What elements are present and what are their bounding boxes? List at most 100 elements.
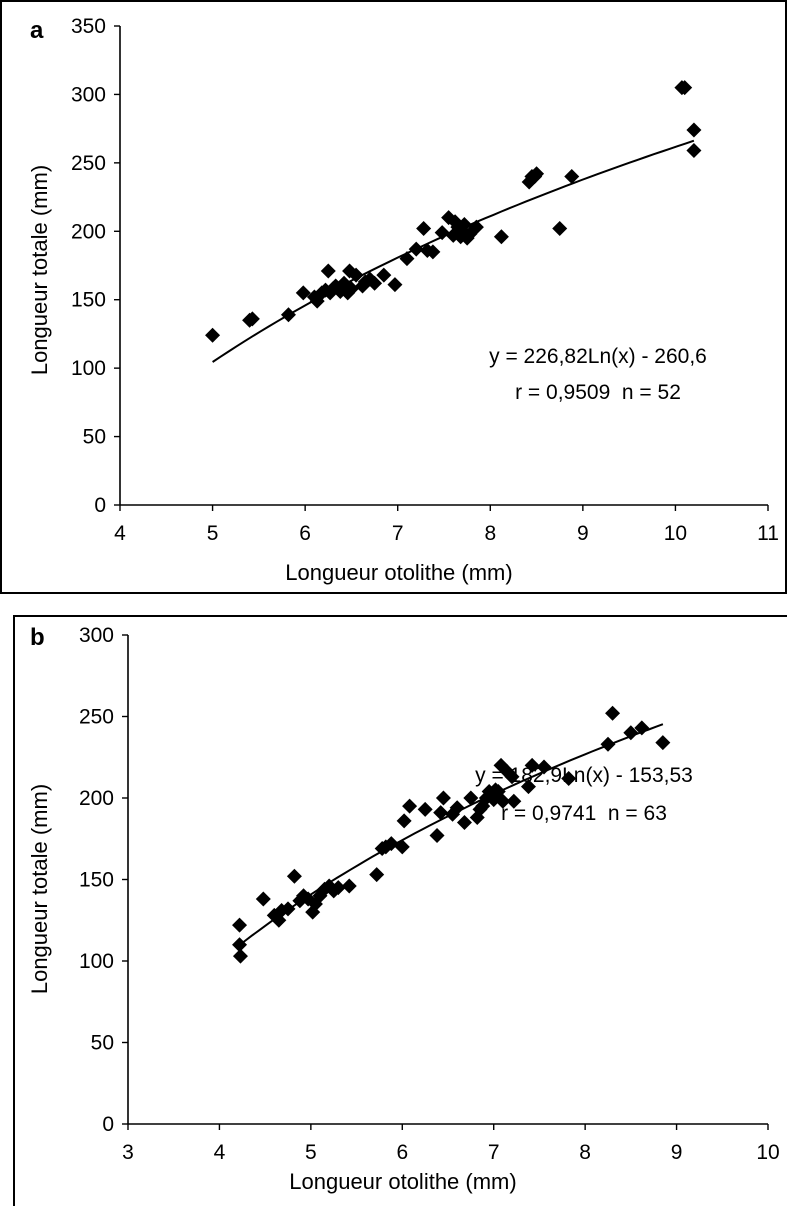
- y-tick-label: 0: [94, 494, 106, 517]
- data-point: [402, 798, 418, 814]
- x-tick-label: 7: [392, 522, 404, 545]
- data-point: [394, 839, 410, 855]
- data-point: [623, 725, 639, 741]
- y-tick-label: 50: [91, 1032, 114, 1055]
- trend-line: [212, 139, 695, 363]
- data-point: [286, 868, 302, 884]
- data-point: [686, 122, 702, 138]
- x-axis-title: Longueur otolithe (mm): [289, 1169, 516, 1194]
- x-tick-label: 10: [664, 522, 687, 545]
- x-tick-label: 5: [207, 522, 219, 545]
- data-point: [232, 917, 248, 933]
- x-tick-label: 9: [577, 522, 589, 545]
- y-tick-label: 0: [102, 1113, 114, 1136]
- data-point: [429, 827, 445, 843]
- data-point: [399, 251, 415, 267]
- data-point: [408, 241, 424, 257]
- data-point: [504, 769, 520, 785]
- x-tick-label: 11: [757, 522, 779, 545]
- x-tick-label: 9: [671, 1141, 683, 1164]
- y-tick-label: 300: [71, 83, 106, 106]
- x-tick-label: 6: [299, 522, 311, 545]
- data-point: [564, 169, 580, 185]
- data-point: [396, 813, 412, 829]
- x-tick-label: 8: [579, 1141, 591, 1164]
- data-point: [520, 779, 536, 795]
- data-point: [387, 277, 403, 293]
- data-point: [244, 311, 260, 327]
- data-point: [255, 891, 271, 907]
- data-point: [295, 285, 311, 301]
- data-point: [232, 948, 248, 964]
- y-tick-label: 150: [71, 289, 106, 312]
- x-tick-label: 3: [122, 1141, 134, 1164]
- data-point: [561, 770, 577, 786]
- data-point: [493, 229, 509, 245]
- y-tick-label: 200: [79, 787, 114, 810]
- y-tick-label: 100: [79, 950, 114, 973]
- x-tick-label: 8: [484, 522, 496, 545]
- y-tick-label: 50: [83, 426, 106, 449]
- data-point: [655, 735, 671, 751]
- data-point: [468, 219, 484, 235]
- regression-equation: y = 226,82Ln(x) - 260,6: [489, 345, 707, 368]
- data-point: [348, 267, 364, 283]
- panel-label: b: [30, 624, 45, 651]
- data-point: [416, 221, 432, 237]
- trend-line: [237, 723, 664, 948]
- data-point: [456, 216, 472, 232]
- data-point: [367, 275, 383, 291]
- data-point: [434, 225, 450, 241]
- data-point: [506, 793, 522, 809]
- x-tick-label: 7: [488, 1141, 500, 1164]
- data-point: [686, 143, 702, 159]
- data-point: [524, 757, 540, 773]
- data-point: [435, 790, 451, 806]
- x-tick-label: 6: [396, 1141, 408, 1164]
- panel-frame: [0, 0, 787, 594]
- y-tick-label: 350: [71, 15, 106, 38]
- y-tick-label: 150: [79, 869, 114, 892]
- x-tick-label: 10: [756, 1141, 779, 1164]
- data-point: [463, 790, 479, 806]
- data-point: [232, 937, 248, 953]
- data-point: [677, 80, 693, 96]
- data-point: [280, 901, 296, 917]
- data-point: [456, 814, 472, 830]
- regression-stats: r = 0,9509 n = 52: [515, 381, 681, 404]
- data-point: [536, 759, 552, 775]
- data-point: [205, 327, 221, 343]
- panel-label: a: [30, 17, 44, 44]
- data-point: [634, 720, 650, 736]
- y-tick-label: 250: [71, 152, 106, 175]
- data-point: [605, 705, 621, 721]
- panel-frame: [13, 615, 787, 1206]
- y-tick-label: 100: [71, 357, 106, 380]
- chart-panel-a: 0 50 100 150 200 250 300 350 4 5 6 7 8 9 10 11 a y = 226,…: [0, 0, 787, 594]
- data-point: [417, 801, 433, 817]
- data-point: [433, 805, 449, 821]
- y-axis-title: Longueur totale (mm): [27, 784, 52, 994]
- data-point: [449, 800, 465, 816]
- data-point: [280, 307, 296, 323]
- x-tick-label: 4: [114, 522, 126, 545]
- y-tick-label: 250: [79, 706, 114, 729]
- data-point: [529, 166, 545, 182]
- y-tick-label: 300: [79, 624, 114, 647]
- data-point: [383, 836, 399, 852]
- data-point: [493, 757, 509, 773]
- data-point: [320, 263, 336, 279]
- data-point: [445, 806, 461, 822]
- data-point: [425, 244, 441, 260]
- regression-equation: y = 182,9Ln(x) - 153,53: [475, 764, 693, 787]
- chart-a: 0 50 100 150 200 250 300 350 4 5 6 7 8 9 10 11 a y = 226,…: [0, 0, 787, 594]
- data-point: [376, 267, 392, 283]
- data-point: [600, 736, 616, 752]
- data-point: [495, 793, 511, 809]
- y-axis-title: Longueur totale (mm): [27, 165, 52, 375]
- x-axis-title: Longueur otolithe (mm): [285, 560, 512, 585]
- data-point: [343, 281, 359, 297]
- x-tick-label: 5: [305, 1141, 317, 1164]
- y-tick-label: 200: [71, 220, 106, 243]
- data-point: [369, 867, 385, 883]
